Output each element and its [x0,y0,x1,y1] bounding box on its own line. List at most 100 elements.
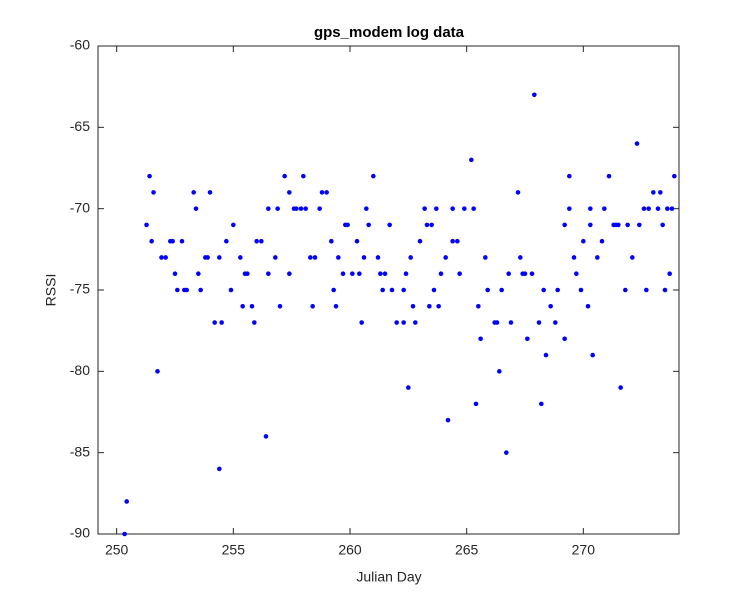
x-tick-label: 260 [338,542,362,558]
data-point [567,173,572,179]
data-point [581,238,586,244]
data-point [471,206,476,211]
data-point [508,320,514,325]
data-point [308,255,313,260]
data-point [599,238,605,244]
data-point [403,271,409,277]
data-point [224,238,229,244]
data-point [562,336,567,342]
data-point [401,320,406,325]
data-point [357,271,362,277]
data-point [266,206,271,211]
data-point [641,206,647,211]
data-point [144,222,149,228]
data-point [602,206,607,211]
data-point [350,271,355,277]
data-point [345,222,350,228]
y-tick-label: -75 [70,281,90,297]
data-point [646,206,651,211]
data-point [595,255,600,260]
data-point [436,303,441,309]
data-point [539,401,544,407]
data-point [217,466,222,472]
data-point [506,271,511,277]
data-point [625,222,630,228]
data-point [567,206,572,211]
data-point [525,336,530,342]
data-point [585,303,591,309]
data-point [336,255,341,260]
x-axis-label: Julian Day [356,569,421,585]
data-point [553,320,558,325]
data-point [122,531,127,537]
data-point [282,173,287,179]
data-point [455,238,460,244]
data-point [476,303,481,309]
y-tick-label: -80 [70,362,90,378]
data-point [485,287,490,293]
data-point [518,255,523,260]
data-point [217,255,222,260]
data-point [375,255,381,260]
data-point [630,255,635,260]
chart-title: gps_modem log data [314,24,465,41]
data-point [364,206,369,211]
data-point [172,271,178,277]
data-point [515,190,521,195]
data-point [424,222,430,228]
y-axis-label: RSSI [43,274,59,307]
data-point [499,287,504,293]
data-point [413,320,418,325]
data-point [469,157,474,163]
data-point [571,255,577,260]
data-point [191,190,196,195]
data-point [672,173,677,179]
data-point [660,222,665,228]
data-point [618,385,623,390]
data-point [634,141,640,146]
data-point [184,287,189,293]
x-tick-label: 265 [455,542,479,558]
data-point [252,320,257,325]
data-point [147,173,152,179]
data-point [504,450,509,455]
data-point [333,303,339,309]
data-point [378,271,383,277]
data-point [529,271,535,277]
data-point [406,385,411,390]
data-point [359,320,364,325]
data-point [478,336,483,342]
data-point [228,287,234,293]
data-point [410,303,416,309]
data-point [298,206,304,211]
data-point [637,222,642,228]
data-point [555,287,560,293]
data-point [219,320,224,325]
data-point [541,287,546,293]
data-point [644,287,649,293]
y-tick-label: -70 [70,199,90,215]
data-point [387,222,392,228]
y-tick-label: -90 [70,525,90,541]
data-point [151,190,156,195]
data-point [361,255,367,260]
data-point [434,206,439,211]
data-point [159,255,164,260]
data-point [562,222,567,228]
data-point [623,287,628,293]
data-point [588,206,593,211]
y-tick-label: -60 [70,37,90,53]
data-point [417,238,423,244]
data-point [275,206,280,211]
data-point [382,271,388,277]
data-point [401,287,406,293]
data-point [155,369,160,374]
x-tick-label: 255 [222,542,246,558]
data-point [301,173,306,179]
data-point [658,190,663,195]
data-point [175,287,180,293]
data-point [408,255,413,260]
data-point [263,434,269,439]
data-point [266,271,271,277]
data-point [394,320,399,325]
